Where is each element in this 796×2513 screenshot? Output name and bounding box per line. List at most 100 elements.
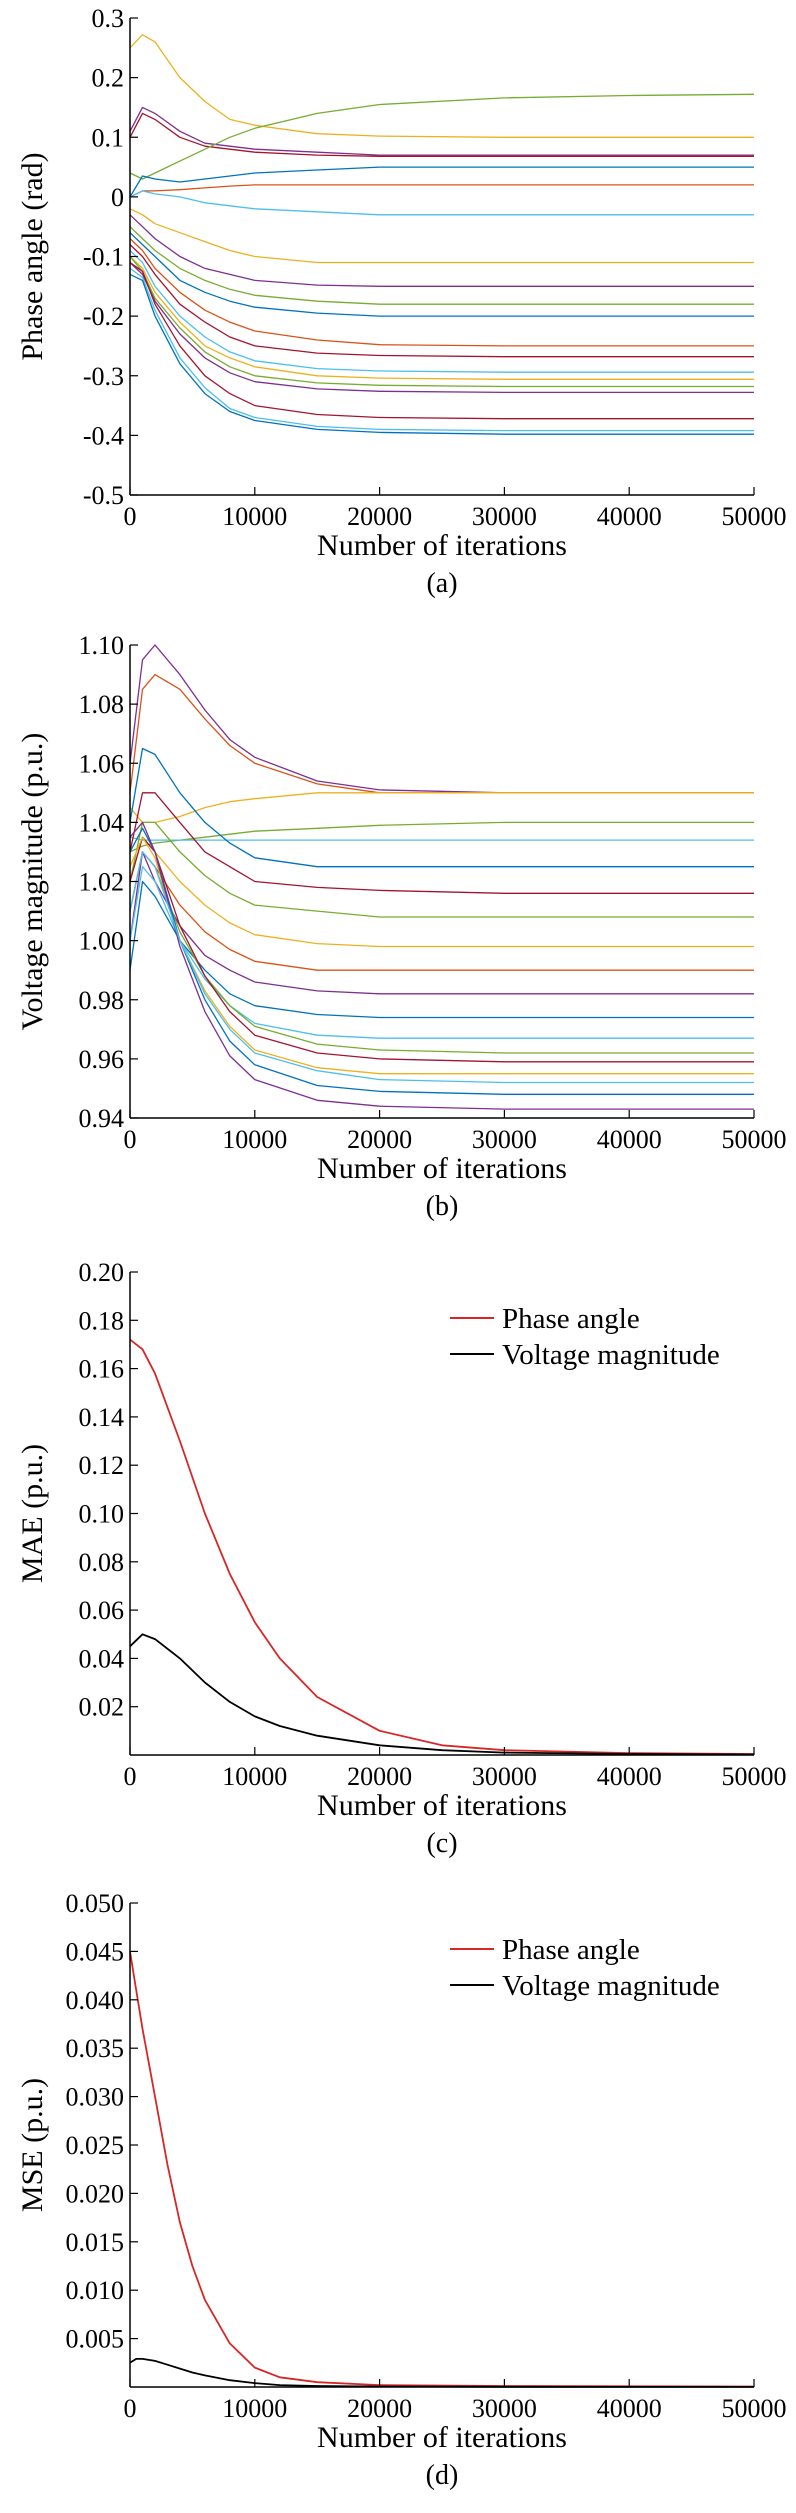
series-line-7 <box>129 792 754 894</box>
y-axis-label: Phase angle (rad) <box>16 152 49 360</box>
y-tick-label: 1.06 <box>79 749 125 778</box>
x-tick-label: 20000 <box>347 502 412 531</box>
x-tick-label: 30000 <box>472 502 537 531</box>
series-line-17 <box>129 827 754 1095</box>
series-line-9 <box>129 214 754 287</box>
panel-caption: (a) <box>426 568 457 599</box>
series-line-1 <box>129 644 754 794</box>
y-axis-label: MSE (p.u.) <box>16 2078 49 2212</box>
series-line-11 <box>129 232 754 317</box>
y-tick-label: 0.06 <box>79 1596 125 1625</box>
x-tick-label: 10000 <box>222 1125 287 1154</box>
y-tick-label: 0.020 <box>66 2179 125 2208</box>
legend-label: Voltage magnitude <box>502 1339 720 1371</box>
x-tick-label: 50000 <box>722 2394 787 2423</box>
y-axis-label: Voltage magnitude (p.u.) <box>16 733 49 1031</box>
panel-caption: (b) <box>426 1191 459 1222</box>
legend: Phase angle Voltage magnitude <box>450 1303 720 1371</box>
y-tick-label: 0.08 <box>79 1548 125 1577</box>
series-line-4 <box>129 93 755 180</box>
y-tick-label: 1.02 <box>79 868 125 897</box>
legend-label: Voltage magnitude <box>502 1970 720 2002</box>
y-tick-label: -0.1 <box>83 243 124 272</box>
chart-panel-d: 0 10000 20000 30000 40000 50000 0.005 0.010 0.01… <box>16 1889 787 2491</box>
series-line-12 <box>129 880 754 1019</box>
series-line-6 <box>129 747 754 868</box>
legend-label: Phase angle <box>502 1303 640 1335</box>
y-tick-label: 0.14 <box>79 1403 125 1432</box>
series-line-20 <box>129 273 754 435</box>
series-line-19 <box>129 267 754 432</box>
y-tick-label: 0.12 <box>79 1451 125 1480</box>
x-axis-label: Number of iterations <box>317 2421 567 2454</box>
series-line-2 <box>129 673 754 794</box>
y-tick-label: 0.20 <box>79 1258 125 1287</box>
y-tick-label: 1.10 <box>79 631 125 660</box>
y-tick-label: 0.035 <box>66 2034 125 2063</box>
chart-panel-a: 0 10000 20000 30000 40000 50000 -0.5 -0.4 -0.3 -0… <box>16 4 787 599</box>
series-line-6 <box>129 184 754 198</box>
y-tick-label: 0.050 <box>66 1889 125 1918</box>
series-line-18 <box>129 261 754 420</box>
y-tick-label: -0.5 <box>83 481 124 510</box>
x-tick-label: 0 <box>124 1762 137 1791</box>
series-line-3 <box>129 792 754 824</box>
y-tick-label: 0.025 <box>66 2131 125 2160</box>
x-axis-label: Number of iterations <box>317 1789 567 1822</box>
y-tick-label: 0.010 <box>66 2276 125 2305</box>
x-tick-label: 0 <box>124 2394 137 2423</box>
x-tick-label: 40000 <box>597 502 662 531</box>
series-line-16 <box>129 836 754 1075</box>
series-group <box>129 1338 755 1756</box>
series-line-voltage-magnitude <box>129 2357 755 2388</box>
x-tick-label: 20000 <box>347 2394 412 2423</box>
x-tick-label: 40000 <box>597 1762 662 1791</box>
y-tick-label: 0.94 <box>79 1104 125 1133</box>
x-tick-label: 30000 <box>472 2394 537 2423</box>
series-line-8 <box>129 821 754 918</box>
series-line-10 <box>129 851 754 971</box>
series-line-14 <box>129 851 754 1054</box>
series-line-10 <box>129 226 754 305</box>
x-tick-label: 10000 <box>222 502 287 531</box>
series-line-13 <box>129 866 754 1039</box>
chart-panel-b: 0 10000 20000 30000 40000 50000 0.94 0.96 0.98 1.… <box>16 631 787 1222</box>
y-tick-label: 0.98 <box>79 986 125 1015</box>
x-tick-label: 0 <box>124 502 137 531</box>
y-tick-label: 0 <box>111 183 124 212</box>
legend: Phase angle Voltage magnitude <box>450 1934 720 2002</box>
y-tick-label: 0.10 <box>79 1500 125 1529</box>
series-line-phase-angle <box>129 1338 755 1755</box>
series-line-16 <box>129 256 754 388</box>
y-tick-label: -0.3 <box>83 362 124 391</box>
x-tick-label: 40000 <box>597 2394 662 2423</box>
x-tick-label: 20000 <box>347 1762 412 1791</box>
y-tick-label: 0.030 <box>66 2083 125 2112</box>
series-line-3 <box>129 112 754 157</box>
y-tick-label: 0.96 <box>79 1045 125 1074</box>
x-tick-label: 50000 <box>722 502 787 531</box>
x-tick-label: 50000 <box>722 1125 787 1154</box>
series-line-15 <box>129 836 754 1063</box>
series-group <box>129 1951 755 2388</box>
series-line-5 <box>129 836 754 841</box>
chart-panel-c: 0 10000 20000 30000 40000 50000 0.02 0.04 0.06 0.… <box>16 1258 787 1859</box>
series-line-12 <box>129 238 754 347</box>
series-line-17 <box>129 262 754 394</box>
series-line-4 <box>129 821 754 853</box>
series-line-11 <box>129 851 754 995</box>
y-tick-label: 1.08 <box>79 690 125 719</box>
series-line-1 <box>129 34 754 138</box>
series-line-19 <box>129 851 754 1084</box>
y-tick-label: 0.16 <box>79 1355 125 1384</box>
y-tick-label: 0.005 <box>66 2325 125 2354</box>
series-group <box>129 34 755 435</box>
y-tick-label: 0.04 <box>79 1644 125 1673</box>
series-line-voltage-magnitude <box>129 1633 755 1756</box>
x-tick-label: 30000 <box>472 1125 537 1154</box>
x-tick-label: 10000 <box>222 1762 287 1791</box>
x-tick-label: 50000 <box>722 1762 787 1791</box>
y-tick-label: 0.040 <box>66 1986 125 2015</box>
y-tick-label: 0.02 <box>79 1693 125 1722</box>
